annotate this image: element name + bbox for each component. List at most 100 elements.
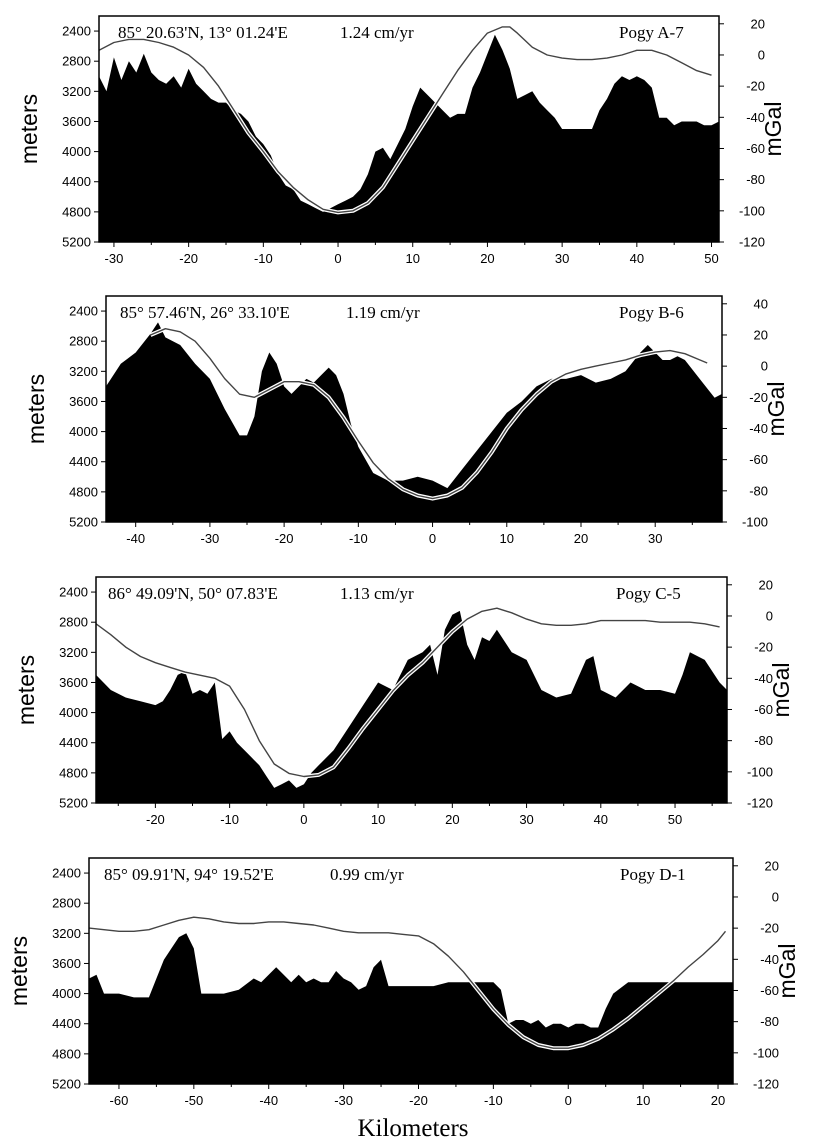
depth-tick-label: 5200 [52, 1077, 81, 1092]
panel-name: Pogy C-5 [616, 584, 681, 603]
bathymetry-area [99, 34, 719, 242]
gravity-tick-label: -40 [760, 952, 779, 967]
y-axis-label-right: mGal [774, 944, 800, 999]
gravity-tick-label: 20 [765, 858, 779, 873]
depth-tick-label: 3200 [52, 926, 81, 941]
x-tick-label: -20 [409, 1093, 428, 1108]
gravity-line [150, 328, 708, 500]
depth-tick-label: 2800 [69, 334, 98, 349]
depth-tick-label: 4400 [69, 454, 98, 469]
panel-rate: 0.99 cm/yr [330, 865, 404, 884]
y-axis-label-left: meters [23, 374, 49, 444]
bathymetry-area [96, 610, 727, 803]
gravity-tick-label: 0 [772, 889, 779, 904]
plot-frame [95, 576, 728, 804]
depth-tick-label: 4000 [52, 986, 81, 1001]
depth-tick-label: 4800 [52, 1046, 81, 1061]
gravity-tick-label: -120 [747, 796, 773, 811]
depth-tick-label: 3600 [59, 675, 88, 690]
x-tick-label: -10 [349, 531, 368, 546]
depth-tick-label: 4000 [69, 424, 98, 439]
x-tick-label: 50 [668, 812, 682, 827]
gravity-tick-label: 0 [766, 608, 773, 623]
x-tick-label: -30 [201, 531, 220, 546]
x-tick-label: 0 [429, 531, 436, 546]
y-axis-label-right: mGal [760, 102, 786, 157]
depth-tick-label: 4400 [59, 735, 88, 750]
depth-tick-label: 4800 [69, 484, 98, 499]
x-tick-label: 30 [555, 251, 569, 266]
bathymetry-area [89, 933, 733, 1084]
x-tick-label: 40 [594, 812, 608, 827]
gravity-tick-label: -60 [749, 452, 768, 467]
x-tick-label: -40 [259, 1093, 278, 1108]
depth-tick-label: 3600 [52, 956, 81, 971]
plot-frame [88, 857, 734, 1085]
panel-location: 86° 49.09'N, 50° 07.83'E [108, 584, 278, 603]
panel-location: 85° 20.63'N, 13° 01.24'E [118, 23, 288, 42]
depth-tick-label: 3200 [69, 364, 98, 379]
panel-rate: 1.19 cm/yr [346, 303, 420, 322]
plot-area [89, 915, 733, 1084]
gravity-tick-label: -100 [753, 1045, 779, 1060]
gravity-tick-label: 20 [754, 327, 768, 342]
x-tick-label: 20 [711, 1093, 725, 1108]
plot-frame [98, 15, 720, 243]
gravity-tick-label: -60 [754, 702, 773, 717]
gravity-tick-label: -40 [754, 671, 773, 686]
depth-tick-label: 4400 [62, 174, 91, 189]
x-tick-label: -10 [254, 251, 273, 266]
gravity-line [96, 607, 720, 778]
x-tick-label: -10 [220, 812, 239, 827]
x-tick-label: -20 [275, 531, 294, 546]
depth-tick-label: 2400 [69, 304, 98, 319]
panel-rate: 1.13 cm/yr [340, 584, 414, 603]
gravity-tick-label: -40 [749, 421, 768, 436]
bathymetry-area [106, 322, 722, 522]
depth-tick-label: 4400 [52, 1016, 81, 1031]
x-tick-label: 0 [300, 812, 307, 827]
x-tick-label: -20 [179, 251, 198, 266]
x-tick-label: 30 [648, 531, 662, 546]
gravity-tick-label: -80 [760, 1014, 779, 1029]
depth-tick-label: 2400 [62, 24, 91, 39]
depth-tick-label: 2400 [59, 585, 88, 600]
depth-tick-label: 3200 [62, 84, 91, 99]
depth-tick-label: 5200 [69, 515, 98, 530]
y-axis-label-right: mGal [763, 382, 789, 437]
y-axis-label-left: meters [13, 655, 39, 725]
x-tick-label: 30 [519, 812, 533, 827]
gravity-tick-label: 40 [754, 296, 768, 311]
x-tick-label: -50 [184, 1093, 203, 1108]
panel-rate: 1.24 cm/yr [340, 23, 414, 42]
x-tick-label: -30 [105, 251, 124, 266]
gravity-tick-label: -80 [746, 172, 765, 187]
depth-tick-label: 4800 [59, 765, 88, 780]
x-tick-label: 0 [334, 251, 341, 266]
y-axis-label-left: meters [16, 94, 42, 164]
panel-location: 85° 09.91'N, 94° 19.52'E [104, 865, 274, 884]
x-tick-label: 10 [406, 251, 420, 266]
panel-name: Pogy D-1 [620, 865, 686, 884]
x-tick-label: 10 [371, 812, 385, 827]
gravity-tick-label: -80 [754, 733, 773, 748]
x-tick-label: 10 [636, 1093, 650, 1108]
x-tick-label: -20 [146, 812, 165, 827]
panel-location: 85° 57.46'N, 26° 33.10'E [120, 303, 290, 322]
x-tick-label: 0 [565, 1093, 572, 1108]
gravity-tick-label: 20 [751, 16, 765, 31]
x-tick-label: 20 [445, 812, 459, 827]
panel-pogy-c-5: meters mGal -20 -10 0 10 20 30 40 5024002800320… [13, 576, 794, 827]
plot-area [99, 24, 719, 242]
x-tick-label: -30 [334, 1093, 353, 1108]
depth-tick-label: 4800 [62, 204, 91, 219]
gravity-tick-label: -120 [739, 235, 765, 250]
depth-tick-label: 3200 [59, 645, 88, 660]
gravity-tick-label: -60 [760, 983, 779, 998]
gravity-tick-label: -120 [753, 1077, 779, 1092]
x-tick-label: 40 [630, 251, 644, 266]
plot-area [96, 606, 727, 803]
plot-frame [105, 295, 723, 523]
depth-tick-label: 3600 [62, 114, 91, 129]
